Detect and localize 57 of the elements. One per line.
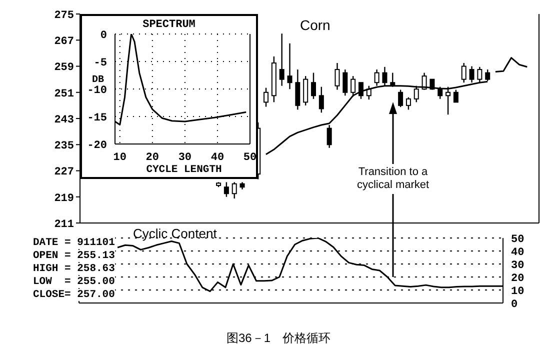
y-tick-label: 251 (54, 88, 74, 100)
x-tick-label: 20 (146, 152, 160, 164)
annotation: DATE = 911101 (33, 237, 115, 249)
chart-title: Corn (300, 17, 330, 33)
candlestick (406, 96, 411, 110)
y-tick-label: -10 (87, 84, 107, 97)
annotation: OPEN = 255.13 (33, 250, 115, 262)
chart-title: SPECTRUM (142, 19, 196, 31)
y-tick-label: 243 (54, 114, 74, 126)
y-tick-label: 275 (54, 10, 74, 22)
candlestick (398, 89, 404, 108)
line-series (494, 57, 528, 73)
y-axis-title: DB (92, 75, 104, 86)
x-tick-label: 10 (113, 152, 126, 164)
candlestick (446, 86, 451, 116)
y-tick-label: -20 (87, 140, 107, 152)
x-tick-label: 40 (210, 152, 224, 164)
candlestick (342, 68, 348, 96)
candlestick (414, 85, 419, 103)
y-tick-label: 219 (54, 192, 74, 205)
candlestick (279, 32, 284, 86)
y-tick-label: 267 (54, 36, 74, 48)
y-tick-label: 0 (511, 298, 518, 311)
chart-title: Cyclic Content (133, 226, 217, 241)
y-tick-label: 20 (511, 272, 524, 285)
candlestick (295, 68, 300, 110)
candlestick (453, 89, 458, 104)
candlestick (318, 86, 324, 114)
y-tick-label: 30 (511, 260, 524, 272)
candlestick (326, 124, 332, 148)
annotation: LOW = 255.00 (33, 276, 115, 288)
y-tick-label: -5 (94, 57, 108, 70)
y-tick-label: 10 (511, 286, 524, 298)
y-tick-label: 50 (511, 234, 524, 246)
y-tick-label: -15 (87, 112, 108, 124)
annotation: Transition to a cyclical market (356, 166, 430, 192)
candlestick (232, 182, 237, 200)
y-tick-label: 235 (54, 140, 74, 153)
candlestick (287, 42, 292, 90)
candlestick (461, 62, 466, 84)
candlestick (438, 86, 443, 100)
y-tick-label: 211 (54, 218, 74, 231)
candlestick (311, 72, 316, 100)
caption: 图36－1 价格循环 (225, 330, 332, 347)
x-axis-title: CYCLE LENGTH (145, 164, 223, 176)
x-tick-label: 50 (243, 152, 257, 164)
x-tick-label: 30 (178, 152, 192, 164)
candlestick (264, 87, 269, 108)
candlestick (224, 182, 229, 198)
y-tick-label: 0 (100, 30, 107, 42)
candlestick (334, 62, 340, 90)
annotation: CLOSE= 257.00 (33, 289, 115, 301)
y-tick-label: 40 (511, 246, 524, 259)
annotation: HIGH = 258.63 (33, 263, 115, 275)
y-tick-label: 227 (54, 166, 74, 179)
candlestick (303, 75, 308, 106)
y-tick-label: 259 (54, 62, 74, 74)
